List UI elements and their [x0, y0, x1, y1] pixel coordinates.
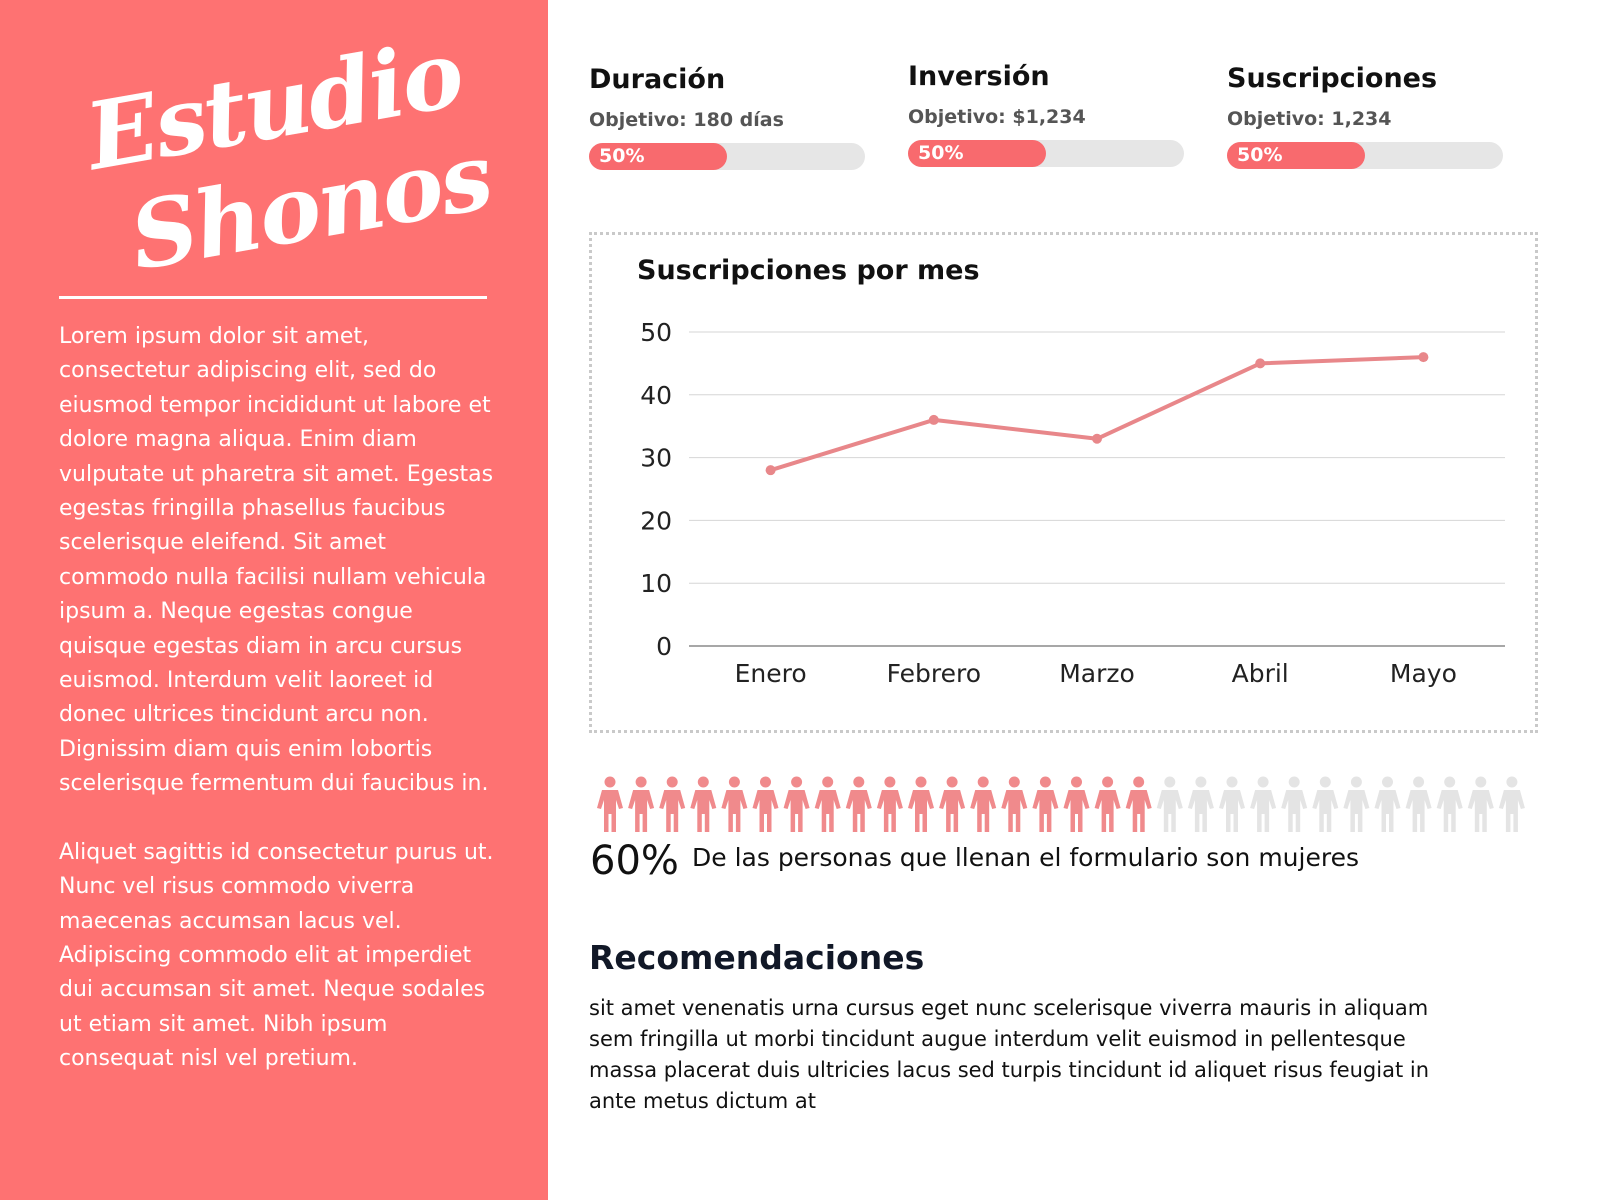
y-tick-label: 50 — [640, 318, 672, 347]
person-icon — [628, 776, 655, 832]
kpi-duracion: Duración Objetivo: 180 días 50% — [589, 64, 867, 170]
brand-divider — [59, 296, 487, 299]
pictogram-row — [597, 776, 1525, 832]
person-icon — [1032, 776, 1059, 832]
person-icon — [876, 776, 903, 832]
x-tick-label: Mayo — [1390, 659, 1457, 688]
line-chart-panel: Suscripciones por mes 0 10 20 30 40 50 Enero Fe… — [589, 232, 1538, 733]
kpi-progress-track: 50% — [908, 140, 1184, 167]
kpi-percent-label: 50% — [918, 142, 964, 164]
y-tick-label: 10 — [640, 569, 672, 598]
x-tick-label: Enero — [735, 659, 807, 688]
data-point — [1092, 433, 1102, 444]
pictogram-caption: De las personas que llenan el formulario… — [692, 843, 1359, 872]
y-tick-label: 30 — [640, 444, 672, 473]
person-icon — [659, 776, 686, 832]
intro-paragraph-1: Lorem ipsum dolor sit amet, consectetur … — [59, 324, 494, 797]
data-point — [1418, 352, 1429, 363]
person-icon — [1001, 776, 1028, 832]
kpi-progress-fill — [1227, 142, 1365, 169]
data-point — [1255, 358, 1266, 369]
person-icon — [1063, 776, 1090, 832]
kpi-title: Duración — [589, 64, 726, 95]
person-icon — [1498, 776, 1525, 832]
series-line — [770, 355, 1424, 473]
kpi-title: Suscripciones — [1227, 63, 1438, 94]
kpi-goal: Objetivo: 1,234 — [1227, 108, 1392, 130]
person-icon — [1343, 776, 1370, 832]
person-icon — [814, 776, 841, 832]
person-icon — [1281, 776, 1308, 832]
person-icon — [1250, 776, 1277, 832]
person-icon — [970, 776, 997, 832]
chart-title: Suscripciones por mes — [637, 255, 980, 286]
person-icon — [752, 776, 779, 832]
person-icon — [1436, 776, 1463, 832]
intro-text: Lorem ipsum dolor sit amet, consectetur … — [59, 320, 499, 1111]
person-icon — [1219, 776, 1245, 832]
person-icon — [845, 776, 872, 832]
x-tick-label: Abril — [1232, 659, 1289, 688]
recommendations-title: Recomendaciones — [589, 938, 925, 977]
person-icon — [1156, 776, 1183, 832]
person-icon — [1094, 776, 1121, 832]
x-tick-label: Marzo — [1059, 659, 1135, 688]
person-icon — [1125, 776, 1152, 832]
kpi-progress-fill — [908, 140, 1046, 167]
line-chart: 0 10 20 30 40 50 Enero Febrero Marzo Abril Mayo — [640, 318, 1505, 688]
person-icon — [1187, 776, 1214, 832]
kpi-suscripciones: Suscripciones Objetivo: 1,234 50% — [1227, 63, 1505, 169]
y-tick-label: 20 — [640, 506, 672, 535]
person-icon — [1312, 776, 1339, 832]
kpi-title: Inversión — [908, 61, 1050, 92]
person-icon — [721, 776, 748, 832]
kpi-goal: Objetivo: $1,234 — [908, 106, 1086, 128]
kpi-goal: Objetivo: 180 días — [589, 109, 784, 131]
person-icon — [1405, 776, 1432, 832]
person-icon — [690, 776, 717, 832]
y-tick-label: 0 — [656, 632, 672, 661]
left-panel: Estudio Shonos Lorem ipsum dolor sit ame… — [0, 0, 548, 1200]
person-icon — [908, 776, 934, 832]
person-icon — [939, 776, 966, 832]
recommendations-text: sit amet venenatis urna cursus eget nunc… — [589, 996, 1430, 1113]
person-icon — [597, 776, 623, 832]
y-tick-label: 40 — [640, 381, 672, 410]
data-point — [928, 414, 939, 425]
data-point — [765, 465, 776, 476]
kpi-progress-track: 50% — [1227, 142, 1503, 169]
pictogram-percent: 60% — [590, 838, 679, 884]
x-tick-label: Febrero — [887, 659, 981, 688]
person-icon — [1374, 776, 1401, 832]
kpi-inversion: Inversión Objetivo: $1,234 50% — [908, 61, 1186, 167]
kpi-progress-track: 50% — [589, 143, 865, 170]
brand-logo: Estudio Shonos — [70, 19, 499, 291]
kpi-progress-fill — [589, 143, 727, 170]
intro-paragraph-2: Aliquet sagittis id consectetur purus ut… — [59, 839, 494, 1072]
kpi-percent-label: 50% — [599, 145, 645, 167]
kpi-percent-label: 50% — [1237, 144, 1283, 166]
person-icon — [1467, 776, 1494, 832]
person-icon — [783, 776, 810, 832]
